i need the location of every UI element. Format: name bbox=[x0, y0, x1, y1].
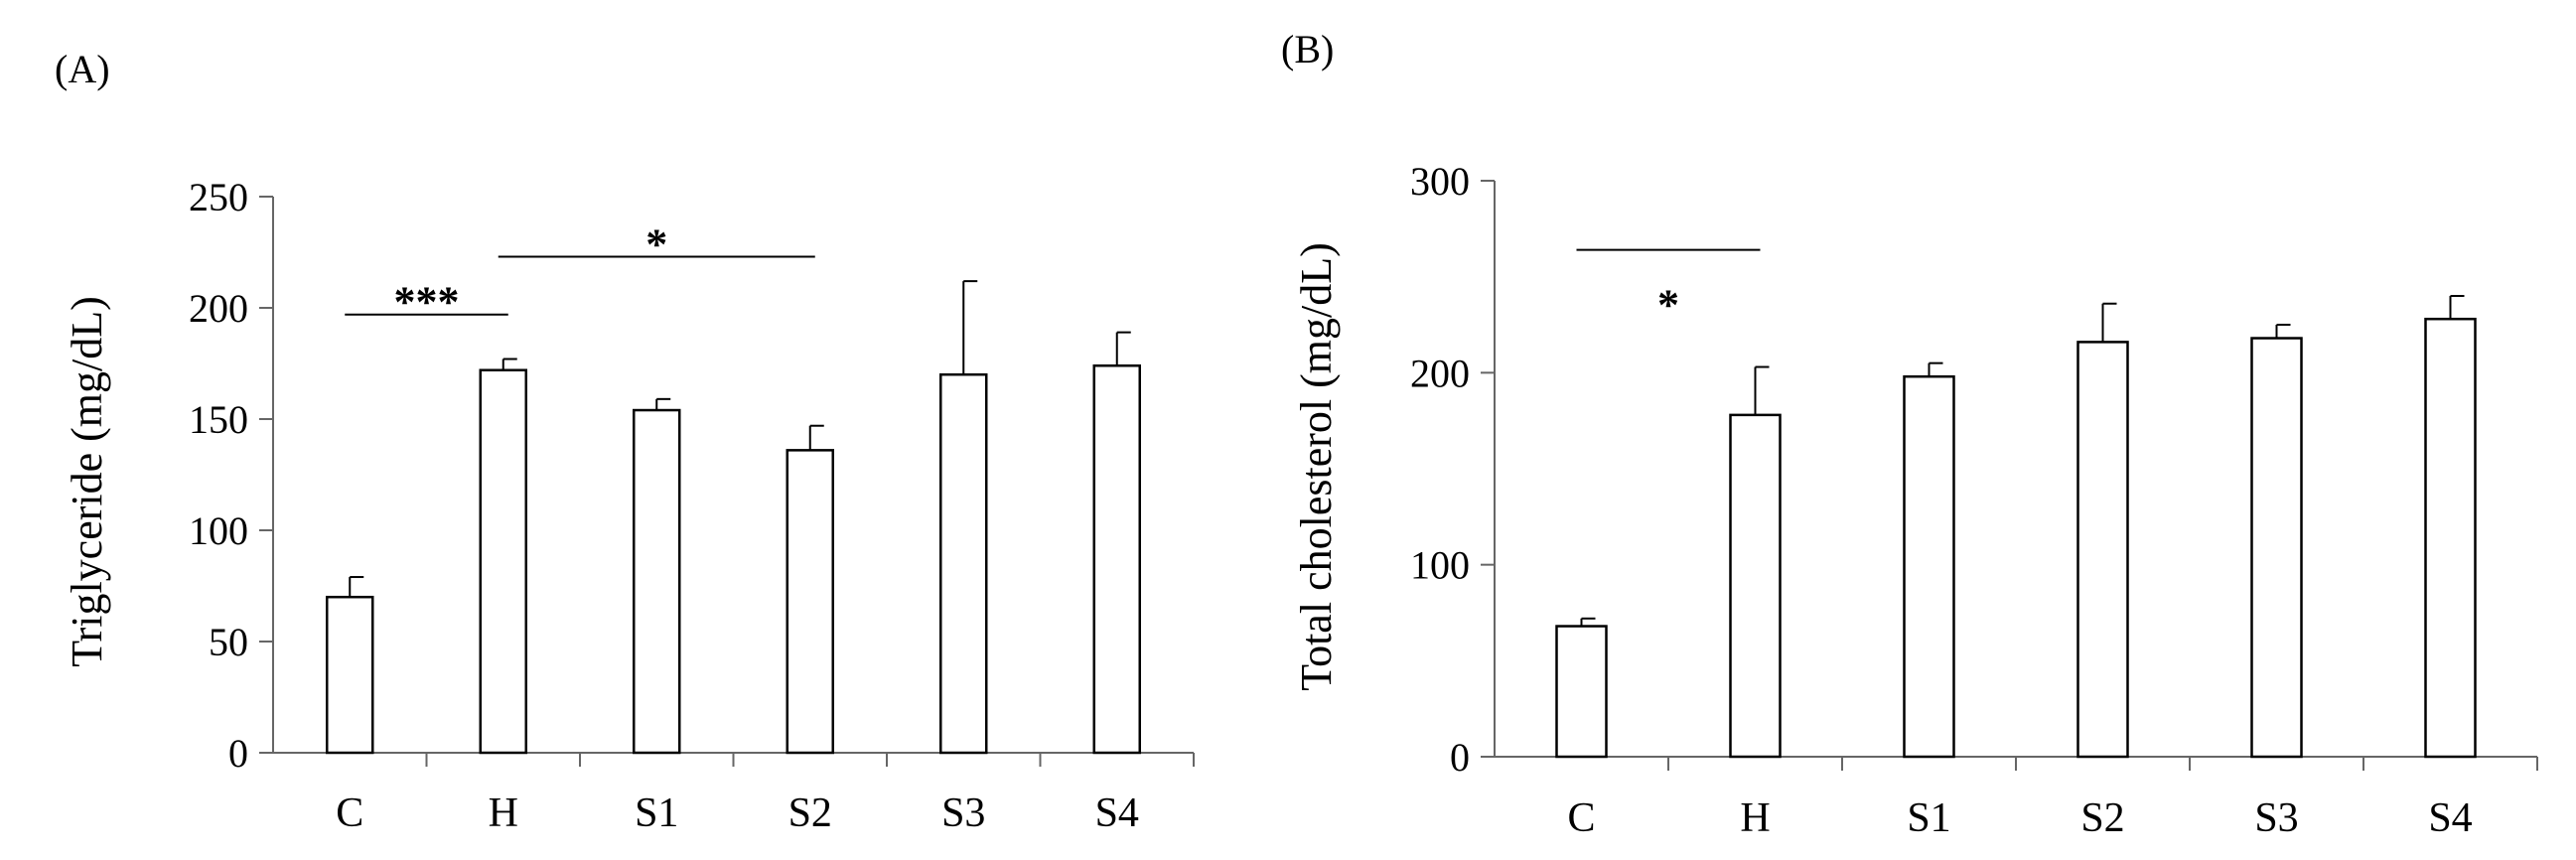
panel-a-bar-h bbox=[479, 368, 527, 755]
panel-a-label: (A) bbox=[55, 47, 110, 91]
panel-b-category-label: S1 bbox=[1907, 795, 1950, 841]
panel-b-y-tick-label: 0 bbox=[1450, 735, 1470, 780]
panel-b-category-label: C bbox=[1567, 795, 1595, 841]
panel-b-significance-label: * bbox=[1657, 281, 1679, 330]
panel-a-bar-s2 bbox=[786, 449, 834, 755]
panel-b-bar-s1 bbox=[1903, 374, 1955, 759]
panel-a-y-tick-label: 150 bbox=[189, 397, 248, 442]
panel-a-bar-c bbox=[326, 595, 374, 755]
panel-a-y-tick-label: 50 bbox=[209, 620, 248, 664]
panel-a-bar-s1 bbox=[633, 408, 681, 755]
panel-b-bar-h bbox=[1729, 413, 1782, 759]
panel-b-bar-c bbox=[1555, 625, 1608, 759]
panel-b-category-label: S3 bbox=[2254, 795, 2298, 841]
panel-a-y-tick-label: 200 bbox=[189, 286, 248, 331]
panel-b-bar-s4 bbox=[2424, 317, 2477, 759]
panel-a-category-label: S4 bbox=[1095, 790, 1139, 836]
panel-a-bar-s4 bbox=[1092, 363, 1141, 755]
panel-b-label: (B) bbox=[1281, 27, 1334, 72]
panel-a-significance-label: *** bbox=[394, 278, 460, 327]
panel-a-bar-s3 bbox=[939, 372, 988, 755]
panel-a-category-label: S1 bbox=[635, 790, 678, 836]
panel-b-category-label: S4 bbox=[2428, 795, 2472, 841]
panel-a-category-label: S3 bbox=[941, 790, 985, 836]
panel-b-y-axis-title: Total cholesterol (mg/dL) bbox=[1292, 242, 1341, 690]
panel-b-y-tick-label: 100 bbox=[1410, 543, 1470, 588]
panel-b-y-tick-label: 200 bbox=[1410, 351, 1470, 395]
panel-b-category-label: S2 bbox=[2080, 795, 2124, 841]
panel-b-bar-s2 bbox=[2076, 341, 2129, 759]
panel-a-significance-label: * bbox=[645, 219, 667, 268]
panel-a-y-tick-label: 100 bbox=[189, 508, 248, 553]
panel-b-category-label: H bbox=[1740, 795, 1770, 841]
panel-a-category-label: S2 bbox=[788, 790, 832, 836]
panel-a-y-tick-label: 0 bbox=[228, 731, 248, 776]
panel-a-category-label: H bbox=[489, 790, 518, 836]
panel-a-category-label: C bbox=[336, 790, 363, 836]
panel-b-bar-s3 bbox=[2250, 337, 2303, 759]
panel-a-y-tick-label: 250 bbox=[189, 175, 248, 219]
panel-a-y-axis-title: Triglyceride (mg/dL) bbox=[63, 296, 111, 667]
panel-b-total-cholesterol: (B) Total cholesterol (mg/dL) 0 100 200 300… bbox=[1281, 27, 2538, 841]
panel-a-triglyceride: (A) Triglyceride (mg/dL) 0 50 100 150 200 250… bbox=[55, 47, 1195, 836]
panel-b-y-tick-label: 300 bbox=[1410, 159, 1470, 204]
